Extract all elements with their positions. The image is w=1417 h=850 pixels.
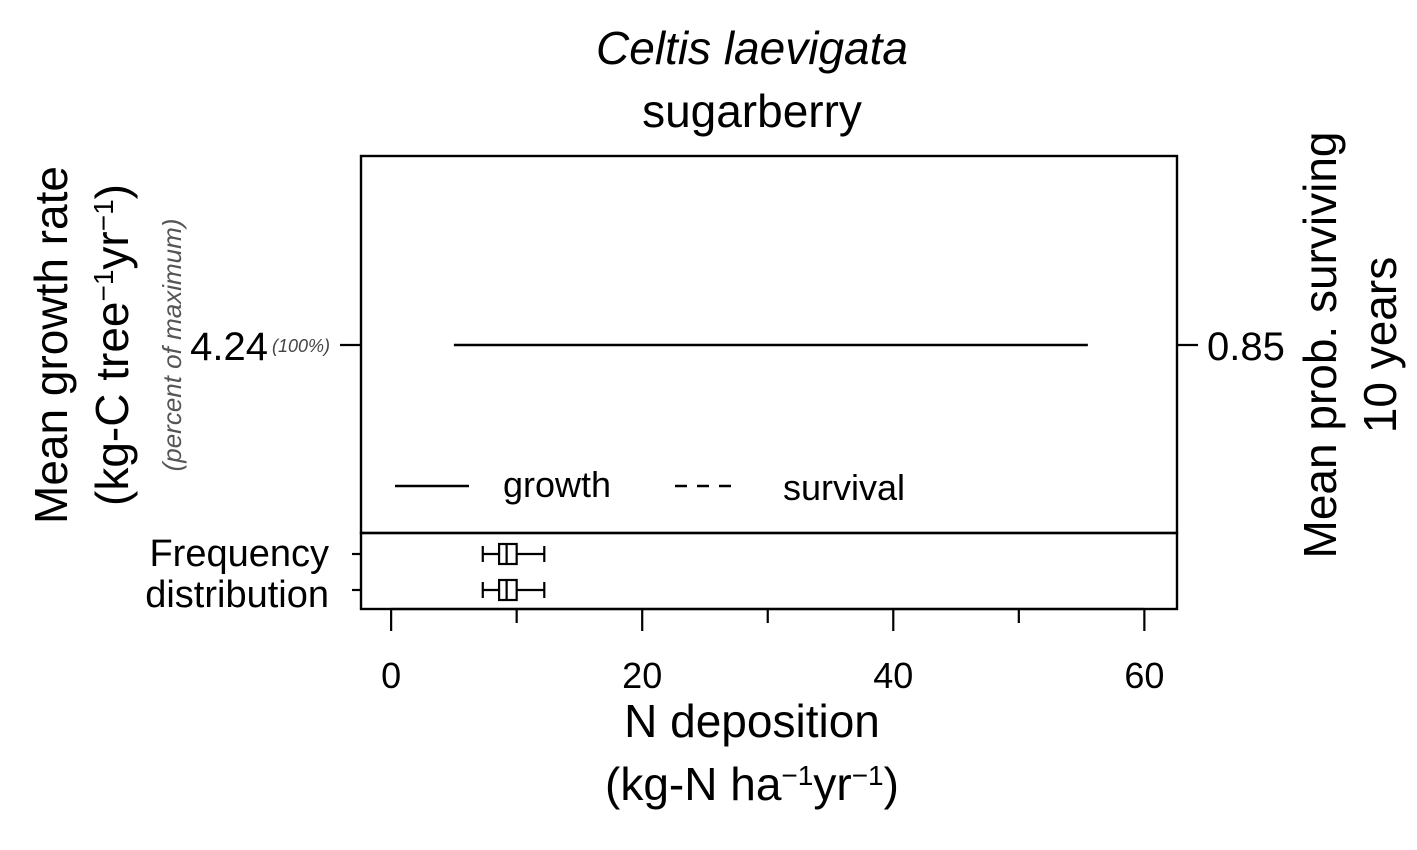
chart-title: Celtis laevigata (596, 22, 908, 74)
x-tick-label-20: 20 (622, 655, 662, 696)
left-y-axis-label: Mean growth rate (25, 166, 77, 524)
distribution-label: distribution (145, 574, 329, 616)
legend-survival-label: survival (783, 467, 905, 508)
boxplot-box-0 (497, 542, 518, 566)
left-y-axis-note: (percent of maximum) (157, 219, 187, 472)
x-tick-label-0: 0 (381, 655, 401, 696)
left-y-axis-units: (kg-C tree−1yr−1) (86, 184, 138, 506)
right-y-axis-label-line2: 10 years (1354, 257, 1406, 433)
right-y-tick-label: 0.85 (1207, 325, 1285, 369)
x-tick-label-60: 60 (1124, 655, 1164, 696)
right-y-axis-label: Mean prob. surviving (1294, 132, 1346, 559)
x-axis-units: (kg-N ha−1yr−1) (605, 758, 899, 810)
left-y-tick-label: 4.24 (190, 325, 268, 369)
legend-growth-label: growth (503, 464, 611, 505)
boxplot-layer (481, 542, 546, 602)
x-tick-label-40: 40 (873, 655, 913, 696)
left-y-tick-percent: (100%) (272, 336, 330, 356)
chart-subtitle: sugarberry (642, 85, 862, 137)
frequency-label: Frequency (149, 533, 329, 575)
x-axis-label: N deposition (624, 695, 880, 747)
boxplot-box-1 (497, 578, 518, 602)
x-axis: 0 20 40 60 (381, 607, 1164, 696)
